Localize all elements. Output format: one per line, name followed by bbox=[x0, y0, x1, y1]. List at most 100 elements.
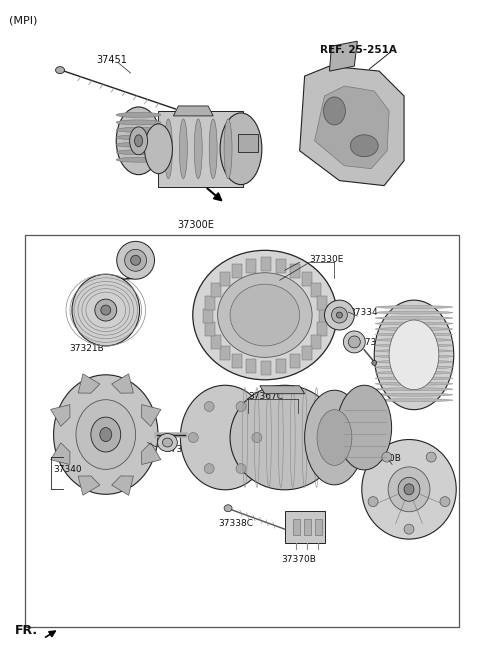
Text: (MPI): (MPI) bbox=[9, 15, 38, 26]
Ellipse shape bbox=[375, 371, 453, 375]
Ellipse shape bbox=[91, 417, 120, 452]
Ellipse shape bbox=[343, 331, 365, 353]
Polygon shape bbox=[173, 106, 213, 116]
Text: 37332: 37332 bbox=[360, 338, 388, 347]
Polygon shape bbox=[300, 66, 404, 186]
Bar bbox=[246, 259, 256, 273]
Bar bbox=[319, 309, 328, 323]
Text: 37330E: 37330E bbox=[310, 255, 344, 264]
Bar bbox=[232, 264, 242, 278]
Bar bbox=[290, 264, 300, 278]
Polygon shape bbox=[112, 374, 133, 393]
Bar bbox=[276, 359, 286, 373]
Ellipse shape bbox=[305, 390, 364, 485]
Polygon shape bbox=[51, 405, 70, 426]
Ellipse shape bbox=[382, 452, 392, 462]
Ellipse shape bbox=[116, 150, 161, 155]
Ellipse shape bbox=[209, 119, 217, 178]
Ellipse shape bbox=[193, 251, 337, 380]
Ellipse shape bbox=[404, 484, 414, 495]
Ellipse shape bbox=[204, 464, 214, 474]
Ellipse shape bbox=[116, 127, 161, 133]
Ellipse shape bbox=[375, 388, 453, 391]
Bar bbox=[232, 354, 242, 368]
Ellipse shape bbox=[375, 338, 453, 341]
Ellipse shape bbox=[440, 497, 450, 506]
Bar bbox=[205, 323, 215, 337]
Ellipse shape bbox=[180, 119, 187, 178]
Ellipse shape bbox=[375, 317, 453, 319]
Ellipse shape bbox=[252, 432, 262, 443]
Text: 37300E: 37300E bbox=[177, 220, 214, 230]
Polygon shape bbox=[260, 386, 305, 394]
Ellipse shape bbox=[398, 478, 420, 501]
Ellipse shape bbox=[324, 300, 354, 330]
Ellipse shape bbox=[375, 327, 453, 331]
Bar bbox=[261, 257, 271, 271]
Ellipse shape bbox=[224, 504, 232, 512]
Polygon shape bbox=[142, 405, 161, 426]
Ellipse shape bbox=[389, 320, 439, 390]
Bar bbox=[203, 309, 213, 323]
Polygon shape bbox=[142, 443, 161, 464]
Ellipse shape bbox=[362, 440, 456, 539]
Text: 37370B: 37370B bbox=[282, 555, 317, 564]
Ellipse shape bbox=[404, 524, 414, 534]
Ellipse shape bbox=[368, 497, 378, 506]
Bar bbox=[285, 511, 324, 543]
Ellipse shape bbox=[134, 135, 143, 147]
Ellipse shape bbox=[375, 355, 453, 358]
Ellipse shape bbox=[194, 119, 202, 178]
Bar bbox=[311, 283, 321, 297]
Polygon shape bbox=[329, 41, 357, 71]
Ellipse shape bbox=[332, 307, 348, 323]
Ellipse shape bbox=[116, 112, 161, 117]
Polygon shape bbox=[158, 111, 243, 186]
Ellipse shape bbox=[375, 311, 453, 314]
Ellipse shape bbox=[162, 438, 172, 447]
Text: 37338C: 37338C bbox=[218, 519, 253, 528]
Ellipse shape bbox=[375, 350, 453, 352]
Polygon shape bbox=[314, 86, 389, 169]
Ellipse shape bbox=[116, 135, 161, 140]
Ellipse shape bbox=[157, 434, 178, 451]
Ellipse shape bbox=[188, 432, 198, 443]
Ellipse shape bbox=[204, 401, 214, 411]
Text: 37451: 37451 bbox=[96, 55, 127, 65]
Ellipse shape bbox=[116, 120, 161, 125]
Ellipse shape bbox=[375, 333, 453, 336]
Ellipse shape bbox=[372, 360, 377, 365]
Bar bbox=[304, 519, 311, 535]
Ellipse shape bbox=[426, 452, 436, 462]
Bar bbox=[314, 519, 322, 535]
Ellipse shape bbox=[144, 124, 172, 174]
Text: 37342: 37342 bbox=[166, 445, 194, 453]
Ellipse shape bbox=[116, 157, 161, 162]
Ellipse shape bbox=[180, 385, 270, 490]
Ellipse shape bbox=[317, 409, 352, 465]
Ellipse shape bbox=[337, 385, 392, 470]
Bar bbox=[238, 134, 258, 152]
Ellipse shape bbox=[236, 464, 246, 474]
Text: 37367C: 37367C bbox=[248, 392, 283, 401]
Ellipse shape bbox=[101, 305, 111, 315]
Bar bbox=[317, 296, 326, 310]
Bar bbox=[220, 346, 230, 359]
Polygon shape bbox=[103, 278, 141, 280]
Polygon shape bbox=[78, 476, 100, 495]
Ellipse shape bbox=[375, 344, 453, 347]
Ellipse shape bbox=[375, 393, 453, 396]
Bar bbox=[25, 236, 459, 626]
Bar bbox=[276, 259, 286, 273]
Ellipse shape bbox=[375, 306, 453, 308]
Ellipse shape bbox=[375, 322, 453, 325]
Polygon shape bbox=[51, 443, 70, 464]
Ellipse shape bbox=[388, 467, 430, 512]
Ellipse shape bbox=[348, 336, 360, 348]
Ellipse shape bbox=[117, 241, 155, 279]
Ellipse shape bbox=[375, 382, 453, 385]
Ellipse shape bbox=[374, 300, 454, 409]
Bar bbox=[293, 519, 300, 535]
Bar bbox=[211, 283, 221, 297]
Bar bbox=[211, 335, 221, 349]
